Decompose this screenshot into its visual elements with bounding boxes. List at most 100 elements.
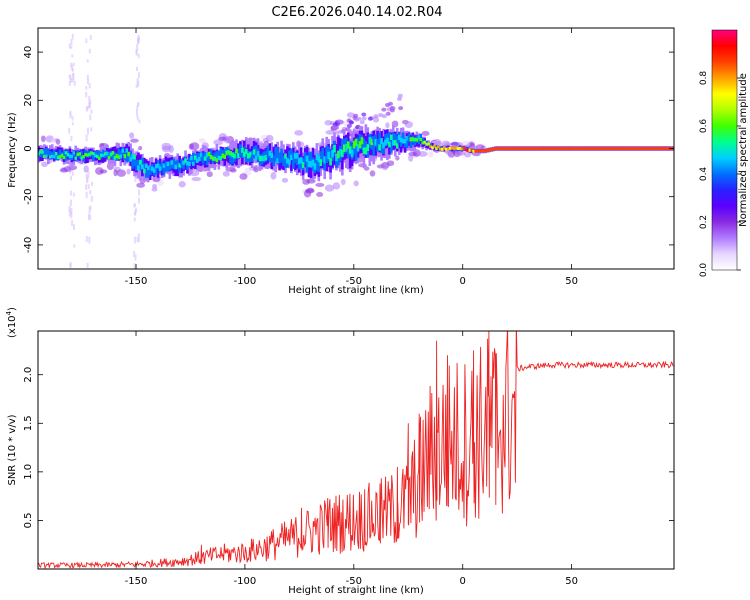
heatmap-cell: [535, 147, 538, 150]
heatmap-cell: [148, 166, 152, 175]
heatmap-cell: [442, 146, 446, 150]
heatmap-cell: [525, 147, 528, 150]
heatmap-cell: [154, 164, 158, 169]
heatmap-cell: [301, 161, 305, 168]
colorbar-tick-label: 0.6: [699, 119, 709, 134]
heatmap-cell: [126, 168, 131, 175]
heatmap-cell: [397, 134, 401, 141]
heatmap-cell: [486, 148, 489, 152]
heatmap-cell: [182, 160, 185, 170]
heatmap-cell: [71, 78, 74, 83]
heatmap-cell: [138, 189, 141, 196]
snr-x-ticks: -150 -100 -50 0 50: [125, 331, 578, 587]
heatmap-cell: [89, 34, 92, 40]
heatmap-cell: [222, 170, 230, 177]
heatmap-cell: [115, 154, 119, 158]
heatmap-cell: [58, 149, 62, 157]
heatmap-cell: [503, 147, 507, 150]
heatmap-cell: [369, 170, 376, 177]
snr-panel: -150 -100 -50 0 50 0.5 1.0 1.5 2.0 Height of st…: [5, 307, 675, 596]
heatmap-cell: [203, 156, 207, 161]
heatmap-cell: [254, 145, 258, 156]
heatmap-cell: [80, 150, 83, 158]
heatmap-cell: [640, 147, 644, 150]
heatmap-cell: [85, 86, 88, 90]
heatmap-cell: [116, 169, 127, 177]
heatmap-cell: [333, 144, 336, 153]
heatmap-cell: [513, 147, 517, 150]
heatmap-cell: [332, 125, 338, 130]
heatmap-cell: [550, 147, 554, 150]
heatmap-cell: [324, 184, 335, 192]
heatmap-cell: [421, 130, 430, 136]
y-tick-label: 0.5: [23, 512, 34, 528]
heatmap-cell: [111, 151, 115, 155]
heatmap-cell: [123, 154, 127, 159]
heatmap-cell: [101, 149, 105, 157]
colorbar-tick-label: 0.2: [699, 215, 709, 229]
heatmap-cell: [454, 146, 458, 150]
x-tick-label: -100: [234, 576, 257, 587]
heatmap-cell: [68, 154, 72, 158]
heatmap-cell: [137, 197, 140, 204]
heatmap-cell: [282, 157, 285, 163]
heatmap-cell: [88, 102, 91, 108]
heatmap-cell: [135, 109, 138, 117]
heatmap-cell: [191, 176, 202, 182]
heatmap-cell: [136, 44, 139, 51]
heatmap-cell: [237, 153, 240, 159]
heatmap-cell: [172, 158, 176, 168]
heatmap-cell: [70, 212, 73, 219]
heatmap-cell: [135, 50, 138, 56]
heatmap-cell: [70, 39, 73, 46]
heatmap-cell: [51, 138, 56, 144]
heatmap-cell: [435, 147, 438, 150]
heatmap-cell: [43, 148, 46, 156]
heatmap-cell: [190, 155, 193, 161]
heatmap-cell: [178, 155, 181, 170]
heatmap-cell: [148, 170, 152, 175]
heatmap-cell: [584, 147, 587, 150]
heatmap-cell: [399, 137, 403, 143]
heatmap-cell: [635, 147, 638, 150]
heatmap-cell: [615, 147, 619, 150]
heatmap-cell: [346, 123, 352, 128]
heatmap-cell: [297, 158, 301, 164]
heatmap-cell: [589, 147, 593, 150]
heatmap-cell: [407, 136, 411, 141]
heatmap-cell: [601, 147, 605, 150]
heatmap-cell: [131, 154, 134, 160]
heatmap-cell: [613, 147, 617, 150]
heatmap-cell: [70, 175, 73, 181]
heatmap-cell: [346, 142, 350, 159]
heatmap-cell: [136, 105, 139, 111]
heatmap-cell: [284, 157, 287, 168]
heatmap-cell: [143, 168, 146, 174]
spectrogram-x-ticks: -150 -100 -50 0 50: [125, 28, 578, 287]
heatmap-cell: [388, 101, 394, 106]
heatmap-cell: [129, 156, 132, 162]
heatmap-cell: [378, 132, 381, 146]
heatmap-cell: [397, 93, 403, 98]
heatmap-cell: [325, 130, 335, 135]
heatmap-cell: [378, 113, 384, 118]
heatmap-cell: [235, 148, 238, 154]
heatmap-cell: [137, 72, 140, 79]
heatmap-cell: [415, 138, 419, 142]
x-tick-label: -150: [125, 576, 148, 587]
heatmap-cell: [372, 142, 376, 157]
heatmap-cell: [64, 151, 68, 155]
x-tick-label: -150: [125, 276, 148, 287]
heatmap-cell: [88, 95, 91, 102]
heatmap-cell: [219, 156, 223, 161]
heatmap-cell: [381, 162, 389, 171]
heatmap-cell: [552, 147, 556, 150]
heatmap-cell: [146, 169, 150, 178]
heatmap-cell: [73, 80, 76, 86]
heatmap-cell: [361, 112, 367, 117]
heatmap-cell: [482, 149, 485, 153]
heatmap-cell: [452, 147, 456, 151]
heatmap-cell: [217, 150, 221, 160]
heatmap-cell: [84, 153, 87, 157]
heatmap-cell: [305, 159, 309, 173]
